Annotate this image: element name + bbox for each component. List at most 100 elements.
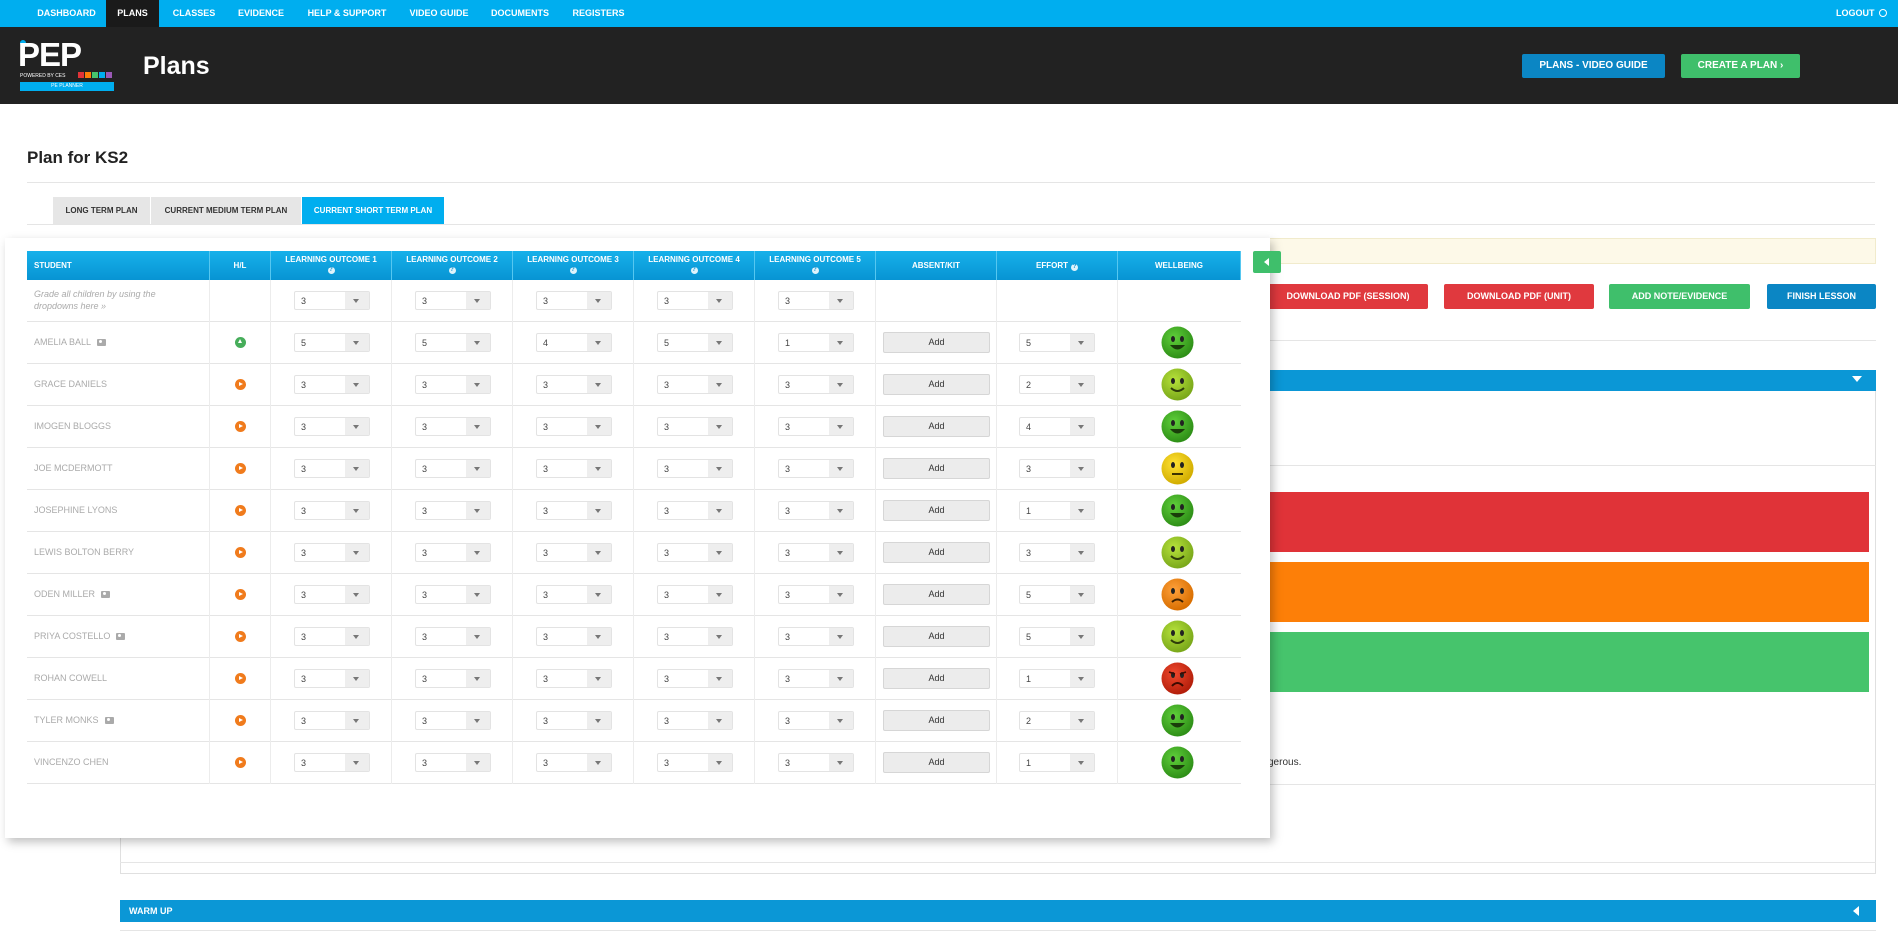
- chevron-down-icon[interactable]: [708, 586, 732, 603]
- chevron-down-icon[interactable]: [708, 628, 732, 645]
- chevron-down-icon[interactable]: [829, 544, 853, 561]
- chevron-down-icon[interactable]: [345, 670, 369, 687]
- outcome-4-select[interactable]: 3: [657, 459, 733, 478]
- student-name[interactable]: GRACE DANIELS: [34, 379, 108, 389]
- effort-select[interactable]: 1: [1019, 501, 1095, 520]
- chevron-down-icon[interactable]: [587, 334, 611, 351]
- outcome-4-select[interactable]: 3: [657, 585, 733, 604]
- chevron-down-icon[interactable]: [829, 586, 853, 603]
- video-guide-button[interactable]: PLANS - VIDEO GUIDE: [1522, 54, 1665, 78]
- chevron-down-icon[interactable]: [1070, 376, 1094, 393]
- chevron-down-icon[interactable]: [829, 334, 853, 351]
- tab-current-medium-term-plan[interactable]: CURRENT MEDIUM TERM PLAN: [151, 197, 301, 224]
- chevron-down-icon[interactable]: [345, 628, 369, 645]
- outcome-1-select[interactable]: 5: [294, 333, 370, 352]
- chevron-down-icon[interactable]: [708, 544, 732, 561]
- absent-kit-add-button[interactable]: Add: [883, 752, 990, 773]
- wellbeing-face-happy-icon[interactable]: [1161, 536, 1194, 569]
- chevron-down-icon[interactable]: [1070, 334, 1094, 351]
- outcome-5-select[interactable]: 3: [778, 459, 854, 478]
- camera-icon[interactable]: [116, 633, 125, 640]
- chevron-down-icon[interactable]: [587, 754, 611, 771]
- chevron-down-icon[interactable]: [587, 712, 611, 729]
- chevron-down-icon[interactable]: [466, 544, 490, 561]
- warm-up-section-header[interactable]: WARM UP: [120, 900, 1876, 922]
- absent-kit-add-button[interactable]: Add: [883, 542, 990, 563]
- chevron-down-icon[interactable]: [345, 376, 369, 393]
- camera-icon[interactable]: [97, 339, 106, 346]
- outcome-4-select[interactable]: 3: [657, 669, 733, 688]
- outcome-3-select[interactable]: 3: [536, 627, 612, 646]
- grade-all-select-outcome-2[interactable]: 3: [415, 291, 491, 310]
- nav-documents[interactable]: DOCUMENTS: [491, 8, 549, 18]
- student-name[interactable]: TYLER MONKS: [34, 715, 99, 725]
- nav-video-guide[interactable]: VIDEO GUIDE: [409, 8, 469, 18]
- outcome-3-select[interactable]: 4: [536, 333, 612, 352]
- student-name[interactable]: Joe MCDERMOTT: [34, 463, 113, 473]
- outcome-4-select[interactable]: 3: [657, 417, 733, 436]
- help-icon[interactable]: ?: [690, 267, 698, 274]
- outcome-4-select[interactable]: 5: [657, 333, 733, 352]
- chevron-down-icon[interactable]: [708, 754, 732, 771]
- outcome-1-select[interactable]: 3: [294, 753, 370, 772]
- chevron-down-icon[interactable]: [345, 418, 369, 435]
- power-icon[interactable]: [1879, 9, 1887, 17]
- outcome-3-select[interactable]: 3: [536, 753, 612, 772]
- outcome-3-select[interactable]: 3: [536, 669, 612, 688]
- outcome-4-select[interactable]: 3: [657, 501, 733, 520]
- chevron-down-icon[interactable]: [1852, 376, 1862, 382]
- student-name[interactable]: LEWIS BOLTON BERRY: [34, 547, 135, 557]
- chevron-down-icon[interactable]: [466, 376, 490, 393]
- camera-icon[interactable]: [101, 591, 110, 598]
- effort-select[interactable]: 5: [1019, 585, 1095, 604]
- camera-icon[interactable]: [105, 717, 114, 724]
- outcome-5-select[interactable]: 3: [778, 501, 854, 520]
- effort-select[interactable]: 5: [1019, 627, 1095, 646]
- chevron-down-icon[interactable]: [708, 712, 732, 729]
- absent-kit-add-button[interactable]: Add: [883, 458, 990, 479]
- effort-select[interactable]: 2: [1019, 711, 1095, 730]
- chevron-down-icon[interactable]: [829, 628, 853, 645]
- grade-all-select-outcome-4[interactable]: 3: [657, 291, 733, 310]
- student-name[interactable]: ROHAN COWELL: [34, 673, 108, 683]
- chevron-down-icon[interactable]: [1070, 754, 1094, 771]
- student-name[interactable]: IMOGEN Bloggs: [34, 421, 112, 431]
- outcome-5-select[interactable]: 3: [778, 375, 854, 394]
- chevron-down-icon[interactable]: [829, 376, 853, 393]
- chevron-down-icon[interactable]: [1070, 586, 1094, 603]
- absent-kit-add-button[interactable]: Add: [883, 626, 990, 647]
- help-icon[interactable]: ?: [448, 267, 456, 274]
- section-header-bar[interactable]: [1268, 370, 1876, 391]
- chevron-down-icon[interactable]: [708, 502, 732, 519]
- outcome-2-select[interactable]: 3: [415, 627, 491, 646]
- absent-kit-add-button[interactable]: Add: [883, 332, 990, 353]
- grade-all-select-outcome-3[interactable]: 3: [536, 291, 612, 310]
- chevron-down-icon[interactable]: [587, 418, 611, 435]
- chevron-down-icon[interactable]: [1070, 712, 1094, 729]
- wellbeing-face-happy-icon[interactable]: [1161, 368, 1194, 401]
- absent-kit-add-button[interactable]: Add: [883, 500, 990, 521]
- nav-help-support[interactable]: HELP & SUPPORT: [307, 8, 387, 18]
- outcome-1-select[interactable]: 3: [294, 417, 370, 436]
- chevron-down-icon[interactable]: [466, 628, 490, 645]
- outcome-2-select[interactable]: 3: [415, 459, 491, 478]
- outcome-5-select[interactable]: 3: [778, 669, 854, 688]
- chevron-down-icon[interactable]: [1070, 544, 1094, 561]
- effort-select[interactable]: 5: [1019, 333, 1095, 352]
- wellbeing-face-very-happy-icon[interactable]: [1161, 326, 1194, 359]
- student-name[interactable]: AMELIA BALL: [34, 337, 92, 347]
- wellbeing-face-very-happy-icon[interactable]: [1161, 704, 1194, 737]
- help-icon[interactable]: ?: [569, 267, 577, 274]
- outcome-2-select[interactable]: 3: [415, 711, 491, 730]
- nav-classes[interactable]: CLASSES: [172, 8, 216, 18]
- effort-select[interactable]: 3: [1019, 543, 1095, 562]
- outcome-2-select[interactable]: 3: [415, 501, 491, 520]
- outcome-5-select[interactable]: 3: [778, 711, 854, 730]
- chevron-down-icon[interactable]: [708, 334, 732, 351]
- effort-select[interactable]: 4: [1019, 417, 1095, 436]
- chevron-down-icon[interactable]: [466, 334, 490, 351]
- outcome-1-select[interactable]: 3: [294, 711, 370, 730]
- outcome-4-select[interactable]: 3: [657, 375, 733, 394]
- chevron-down-icon[interactable]: [829, 418, 853, 435]
- chevron-down-icon[interactable]: [587, 586, 611, 603]
